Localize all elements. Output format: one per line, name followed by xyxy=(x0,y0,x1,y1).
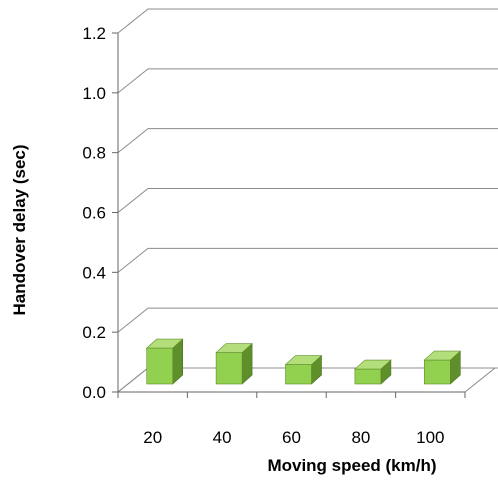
y-tick-label: 0.2 xyxy=(82,323,106,342)
bar xyxy=(145,338,184,385)
gridline xyxy=(117,307,498,333)
bar-top xyxy=(215,343,253,353)
y-tick-label: 0.6 xyxy=(82,204,106,223)
bar-top xyxy=(354,359,392,370)
bar xyxy=(354,359,392,385)
bar-top xyxy=(145,338,184,349)
gridline xyxy=(117,8,498,34)
axes xyxy=(112,32,466,398)
gridline xyxy=(117,68,498,94)
bar-front xyxy=(423,359,451,385)
gridline xyxy=(117,247,498,273)
bars xyxy=(145,338,462,385)
bar-top xyxy=(284,355,323,365)
gridline xyxy=(117,128,498,154)
x-tick-label: 80 xyxy=(351,428,370,447)
x-tick-label: 20 xyxy=(143,428,162,447)
y-tick-label: 0.4 xyxy=(82,263,106,282)
y-tick-labels: 0.0 0.2 0.4 0.6 0.8 1.0 1.2 xyxy=(82,24,106,402)
bar-front xyxy=(146,347,173,385)
gridlines xyxy=(116,8,498,393)
bar xyxy=(215,342,253,385)
bar-front xyxy=(285,364,312,385)
x-axis-title: Moving speed (km/h) xyxy=(267,456,436,475)
y-tick-label: 0.0 xyxy=(82,383,106,402)
y-tick-label: 1.0 xyxy=(82,84,106,103)
x-tick-label: 100 xyxy=(416,428,444,447)
y-tick-label: 0.8 xyxy=(82,144,106,163)
x-tick-label: 40 xyxy=(213,428,232,447)
y-tick-label: 1.2 xyxy=(82,24,106,43)
bar-front xyxy=(354,368,382,385)
x-tick-label: 60 xyxy=(282,428,301,447)
bar xyxy=(284,354,323,385)
gridline xyxy=(117,188,498,213)
x-tick-labels: 20 40 60 80 100 xyxy=(143,428,444,447)
y-axis-title: Handover delay (sec) xyxy=(10,144,29,315)
bar xyxy=(423,350,462,385)
bar-top xyxy=(423,350,462,361)
bar-front xyxy=(215,352,243,385)
